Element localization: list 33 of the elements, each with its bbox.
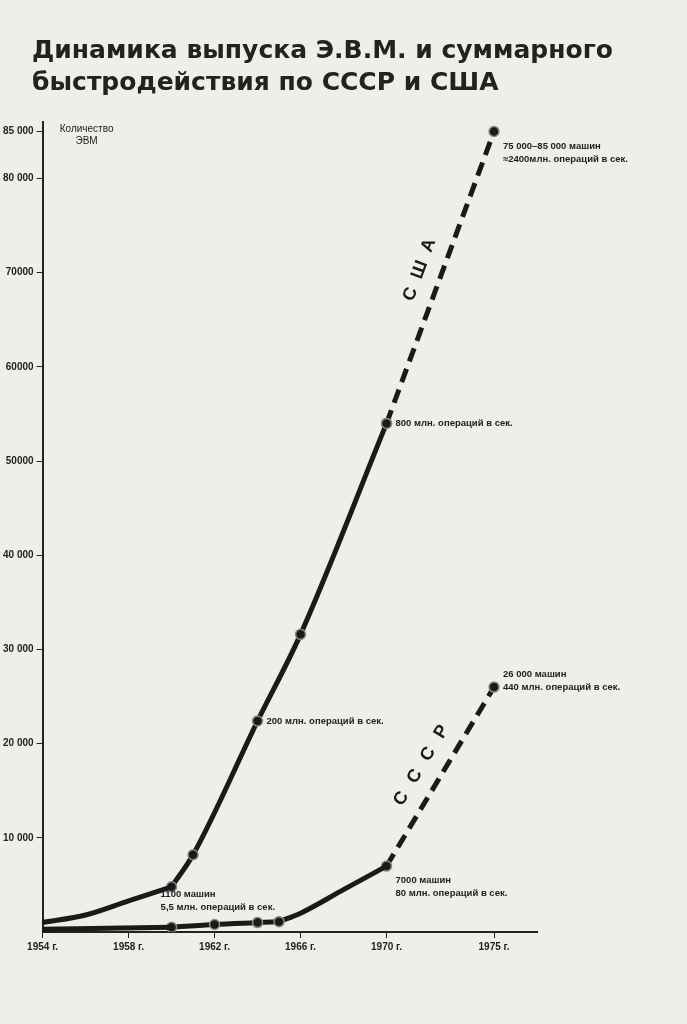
y-tick-label: 40 000 [2,549,35,561]
point [273,915,285,928]
y-tick-label: 80 000 [2,172,35,184]
text: СССР [388,721,453,809]
y-axis-title: Количество ЭВМ [59,122,114,146]
annotation: 7000 машин 80 млн. операций в сек. [395,874,508,899]
annotation: 75 000–85 000 машин ≈2400млн. операций в сек. [503,139,628,164]
y-tick-label: 10 000 [2,831,35,843]
annotation: 200 млн. операций в сек. [266,714,384,726]
point [208,918,221,931]
x-tick-label: 1954 г. [27,940,59,952]
y-tick-label: 20 000 [2,737,35,749]
point [251,715,264,727]
point [488,681,500,693]
point [187,849,199,861]
x-tick-label: 1962 г. [199,940,231,952]
y-tick-label: 50000 [5,454,35,466]
annotation: 1100 машин 5,5 млн. операций в сек. [160,887,276,912]
y-tick-label: 60000 [5,360,35,372]
point [251,916,264,929]
annotation: 800 млн. операций в сек. [395,417,513,429]
y-tick-label: 85 000 [2,125,35,137]
x-tick-label: 1958 г. [113,940,145,952]
x-tick-label: 1970 г. [371,940,403,952]
point [294,628,307,641]
x-tick-label: 1966 г. [285,940,317,952]
text: США [398,235,440,304]
x-tick-label: 1975 г. [478,940,510,952]
y-tick-label: 70000 [5,266,35,278]
point [488,125,500,138]
chart-title: Динамика выпуска Э.В.М. и суммарного быстродействия по СССР и США [31,34,614,98]
y-tick-label: 30 000 [2,643,35,655]
annotation: 26 000 машин 440 млн. операций в сек. [503,667,621,692]
